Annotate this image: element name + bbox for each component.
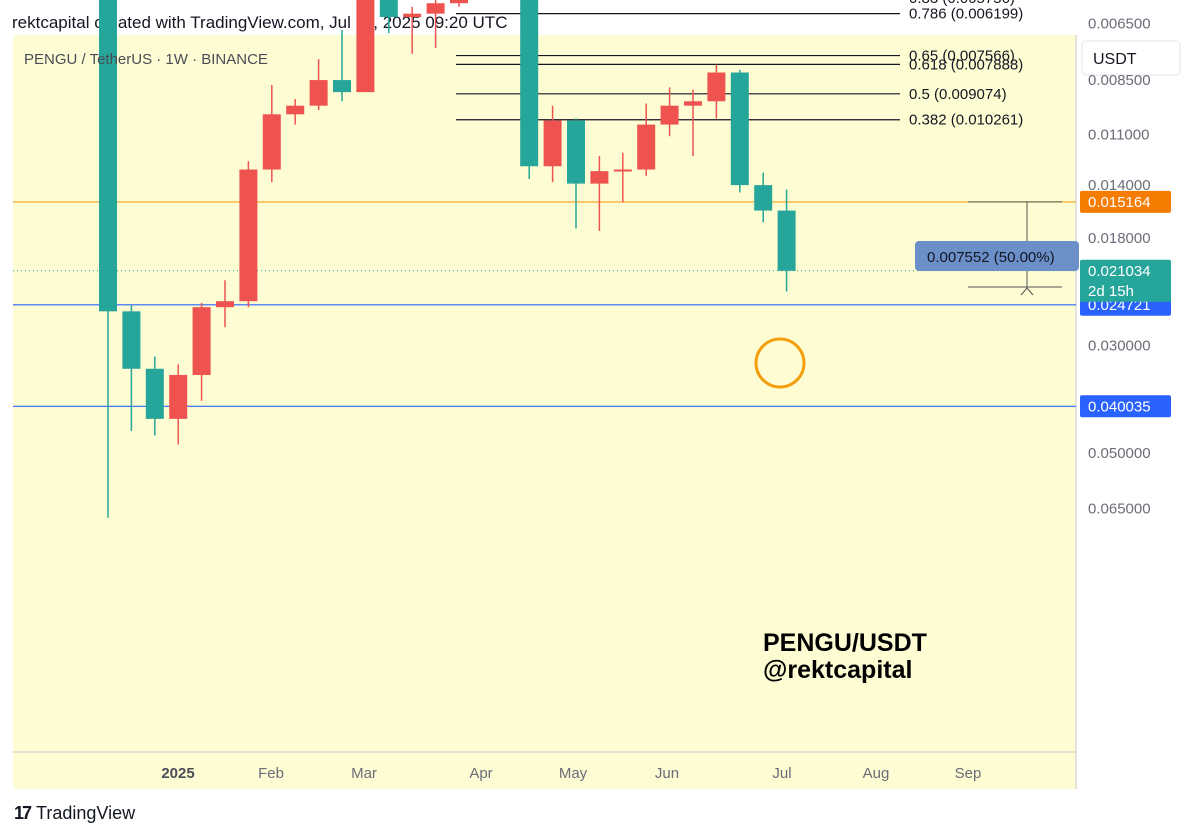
chart-header: rektcapital created with TradingView.com… (12, 13, 508, 32)
candle-body (379, 0, 398, 18)
candle-body (333, 80, 351, 93)
y-tick-label: 0.011000 (1088, 126, 1149, 143)
candle-body (567, 120, 585, 184)
candle-body (145, 368, 164, 419)
candle-body (99, 0, 117, 312)
fib-level-label: 0.65 (0.007566) (909, 48, 1015, 65)
fib-level-label: 0.618 (0.007888) (909, 56, 1023, 73)
x-tick-label: Jun (655, 765, 679, 782)
x-tick-label: 2025 (161, 765, 194, 782)
y-tick-label: 0.030000 (1088, 338, 1151, 355)
y-tick-label: 0.014000 (1088, 177, 1151, 194)
measure-layer: 0.007552 (50.00%) (915, 201, 1079, 296)
tradingview-logo[interactable]: 17 TradingView (14, 803, 135, 824)
fib-level-label: 0.382 (0.010261) (909, 112, 1023, 129)
candle-body (262, 114, 281, 170)
price-tag (1080, 259, 1171, 302)
y-tick-label: 0.018000 (1088, 230, 1151, 247)
measure-arrow-head (1020, 287, 1034, 296)
x-axis-labels: 2025 Feb Mar Apr May Jun Jul Aug Sep (161, 765, 981, 782)
candle-body (403, 13, 422, 18)
candles-layer (99, 0, 796, 518)
levels-layer (13, 201, 1076, 407)
price-tag-label: 0.021034 (1088, 263, 1151, 280)
candle-body (286, 105, 305, 115)
currency-label: USDT (1093, 51, 1137, 68)
watermark-line2: @rektcapital (763, 656, 912, 684)
tradingview-icon: 17 (14, 803, 32, 823)
candle-body (192, 307, 211, 375)
candle-body (730, 72, 749, 186)
price-tag-label: 0.015164 (1088, 194, 1151, 211)
y-tick-label: 0.050000 (1088, 445, 1151, 462)
watermark-line1: PENGU/USDT (763, 629, 927, 657)
candle-body (660, 105, 679, 125)
y-axis-ticks: 0.065000 0.050000 0.030000 0.018000 0.014000… (1088, 16, 1151, 518)
highlight-circle (754, 337, 806, 389)
measure-label-box (915, 241, 1079, 271)
candle-body (613, 169, 632, 172)
fib-level-label: 0.5 (0.009074) (909, 86, 1007, 103)
candle-body (450, 0, 468, 4)
candle-body (684, 101, 702, 106)
x-tick-label: Aug (863, 765, 890, 782)
time-axis-background (13, 752, 1076, 789)
price-tag-countdown: 2d 15h (1088, 283, 1134, 300)
candle-body (216, 301, 234, 308)
fib-level-label: 0.786 (0.006199) (909, 6, 1023, 23)
price-tag (1080, 190, 1171, 213)
x-tick-label: Sep (955, 765, 982, 782)
candle-body (520, 0, 539, 167)
candle-body (637, 124, 656, 170)
y-tick-label: 0.008500 (1088, 72, 1151, 89)
price-tag-label: 0.040035 (1088, 398, 1151, 415)
x-tick-label: Apr (469, 765, 492, 782)
candle-body (309, 80, 328, 106)
price-tag (1080, 395, 1171, 418)
candle-body (777, 210, 796, 271)
x-tick-label: May (559, 765, 588, 782)
candle-body (754, 185, 773, 211)
measure-label: 0.007552 (50.00%) (927, 249, 1055, 266)
candle-body (169, 374, 188, 419)
candle-body (707, 72, 726, 102)
candle-body (239, 169, 258, 302)
candle-body (122, 311, 141, 369)
y-tick-label: 0.006500 (1088, 16, 1151, 33)
tradingview-brand: TradingView (36, 803, 136, 823)
fibonacci-layer: 0.382 (0.010261) 0.5 (0.009074) 0.618 (0.0… (456, 0, 1023, 129)
candle-body (543, 120, 562, 167)
candle-body (426, 3, 445, 14)
x-tick-label: Jul (772, 765, 791, 782)
x-tick-label: Feb (258, 765, 284, 782)
candle-body (590, 171, 609, 184)
y-tick-label: 0.065000 (1088, 500, 1151, 517)
x-tick-label: Mar (351, 765, 377, 782)
chart-title: PENGU / TetherUS · 1W · BINANCE (24, 51, 268, 68)
currency-selector[interactable] (1081, 40, 1181, 76)
candle-body (356, 0, 375, 93)
fib-level-label: 0.83 (0.005756) (909, 0, 1015, 7)
